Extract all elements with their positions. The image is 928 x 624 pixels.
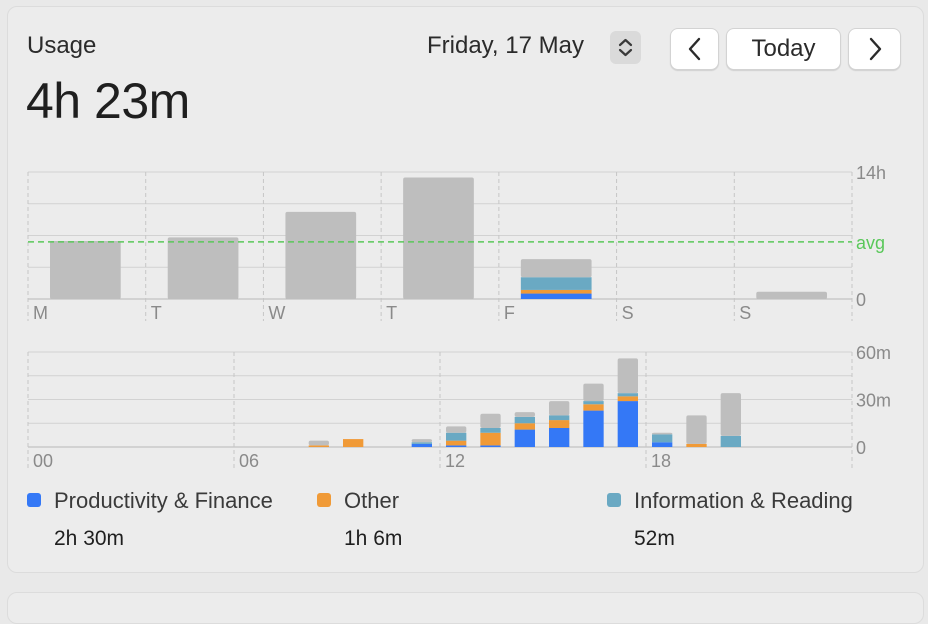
today-label: Today [751,35,816,62]
chevron-left-icon [688,37,700,61]
information-legend-swatch [607,493,621,507]
chevron-up-down-icon [618,38,633,57]
legend-value-information: 52m [634,527,675,550]
hour-bar-segment [583,404,604,411]
week-day-label: W [268,303,285,323]
hour-bar-segment [617,401,638,447]
week-bar-segment [520,293,592,299]
hour-bar-segment [549,420,570,428]
hour-bar-segment [652,442,673,447]
week-y-tick-label: 0 [856,290,866,310]
hour-bar-segment [617,358,638,394]
hour-bar-segment [514,423,535,430]
legend-value-other: 1h 6m [344,527,403,550]
legend-label-other: Other [344,488,400,513]
week-bar-segment [520,277,592,290]
hour-bar-segment [411,439,432,443]
hour-bar-segment [308,440,329,446]
week-bar-segment [167,237,239,299]
hour-bar-segment [411,442,432,444]
hour-bar-segment [652,432,673,435]
legend-label-productivity: Productivity & Finance [54,488,273,513]
other-legend-swatch [317,493,331,507]
week-bar-segment [403,177,474,299]
week-day-label: F [504,303,515,323]
hour-bar-segment [583,401,604,405]
week-bar-segment [520,259,592,278]
hour-bar-segment [480,432,501,446]
hour-bar-segment [652,434,673,443]
week-bar-segment [285,211,357,299]
hour-bar-segment [446,445,467,447]
hour-y-tick-label: 60m [856,343,891,363]
hour-bar-segment [549,428,570,447]
week-day-label: T [386,303,397,323]
hour-bar-segment [343,439,364,447]
hour-bar-segment [446,440,467,446]
legend-value-productivity: 2h 30m [54,527,125,550]
previous-day-button[interactable] [670,28,719,70]
hour-x-tick-label: 00 [33,451,53,471]
week-y-tick-label: 14h [856,163,886,183]
chevron-right-icon [869,37,881,61]
week-bar-segment [50,240,121,299]
hour-bar-segment [583,383,604,402]
total-usage: 4h 23m [26,73,190,129]
today-button[interactable]: Today [726,28,841,70]
hour-bar-segment [480,445,501,447]
hour-bar-segment [549,415,570,421]
hour-y-tick-label: 30m [856,391,891,411]
week-day-label: T [151,303,162,323]
week-day-label: S [622,303,634,323]
hour-bar-segment [686,443,707,447]
hour-bar-segment [583,410,604,447]
hour-bar-segment [514,429,535,447]
hour-bar-segment [446,432,467,441]
week-bar-segment [756,291,827,299]
hour-bar-segment [480,413,501,428]
hour-bar-segment [617,393,638,397]
average-label: avg [856,233,885,253]
hour-bar-segment [411,443,432,447]
productivity-legend-swatch [27,493,41,507]
hour-bar-segment [720,393,741,436]
card-title: Usage [27,32,97,59]
legend-label-information: Information & Reading [634,488,853,513]
date-stepper[interactable] [610,31,641,64]
hour-bar-segment [446,426,467,433]
hour-y-tick-label: 0 [856,438,866,458]
hour-bar-segment [720,435,741,447]
hour-bar-segment [549,401,570,416]
hour-bar-segment [514,416,535,424]
hour-bar-segment [514,412,535,417]
hour-bar-segment [686,415,707,444]
week-day-label: M [33,303,48,323]
week-bar-segment [520,289,592,294]
date-label: Friday, 17 May [427,32,584,59]
next-day-button[interactable] [848,28,901,70]
hour-x-tick-label: 12 [445,451,465,471]
hour-bar-segment [480,428,501,433]
week-day-label: S [739,303,751,323]
hour-bar-segment [308,445,329,447]
hour-x-tick-label: 06 [239,451,259,471]
hour-x-tick-label: 18 [651,451,671,471]
hour-bar-segment [617,396,638,402]
